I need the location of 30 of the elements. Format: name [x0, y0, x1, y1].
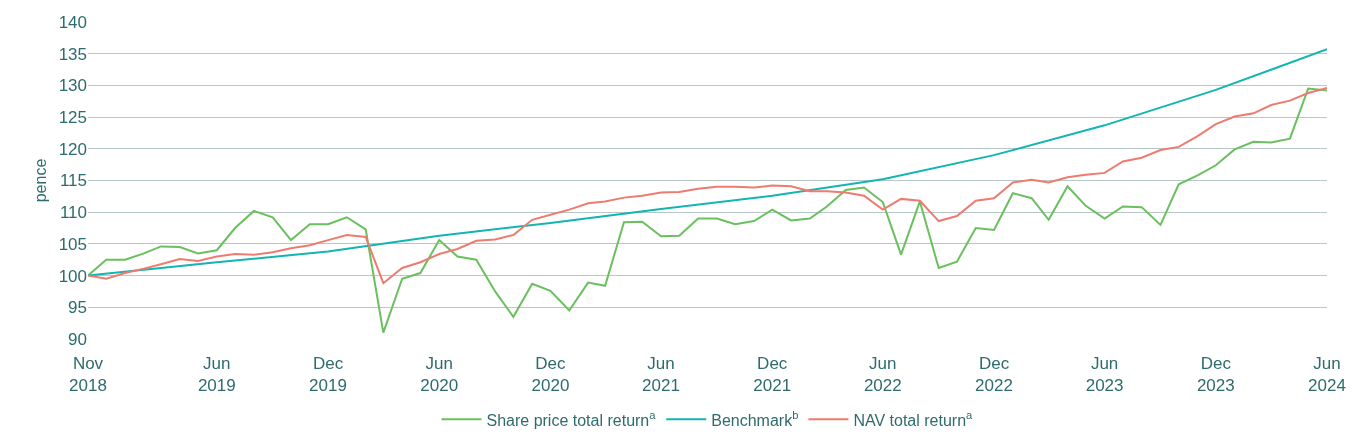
x-tick-label: Dec 2023 [1196, 354, 1235, 396]
x-tick-label: Nov 2018 [69, 354, 107, 396]
y-tick-label: 125 [58, 108, 87, 128]
line-series [88, 86, 1327, 285]
y-tick-label: 95 [68, 298, 87, 318]
legend-label: Share price total return$^{a}$ [486, 408, 657, 429]
x-tick-label: Dec 2021 [753, 354, 792, 396]
line-series [88, 87, 1327, 334]
legend-label: Benchmark$^{b}$ [711, 408, 799, 429]
x-tick-label: Dec 2019 [309, 354, 347, 396]
x-tick-label: Jun 2019 [197, 354, 236, 396]
x-tick-label: Jun 2022 [863, 354, 902, 396]
y-tick-label: 90 [68, 329, 87, 349]
y-axis-title: pence [31, 158, 49, 203]
y-tick-label: 110 [59, 203, 87, 223]
legend-label: NAV total return$^{a}$ [853, 408, 974, 429]
y-tick-label: 105 [58, 234, 87, 254]
y-tick-label: 100 [58, 266, 87, 286]
y-tick-label: 115 [59, 171, 87, 191]
line-series [88, 48, 1327, 277]
x-tick-label: Jun 2021 [642, 354, 680, 396]
y-tick-label: 120 [58, 139, 87, 159]
y-tick-label: 135 [58, 44, 87, 64]
x-tick-label: Dec 2020 [531, 354, 570, 396]
x-tick-label: Jun 2023 [1085, 354, 1124, 396]
x-tick-label: Dec 2022 [975, 354, 1013, 396]
x-tick-label: Jun 2024 [1308, 354, 1346, 396]
x-tick-label: Jun 2020 [420, 354, 459, 396]
y-tick-label: 130 [58, 76, 87, 96]
y-tick-label: 140 [58, 12, 87, 32]
